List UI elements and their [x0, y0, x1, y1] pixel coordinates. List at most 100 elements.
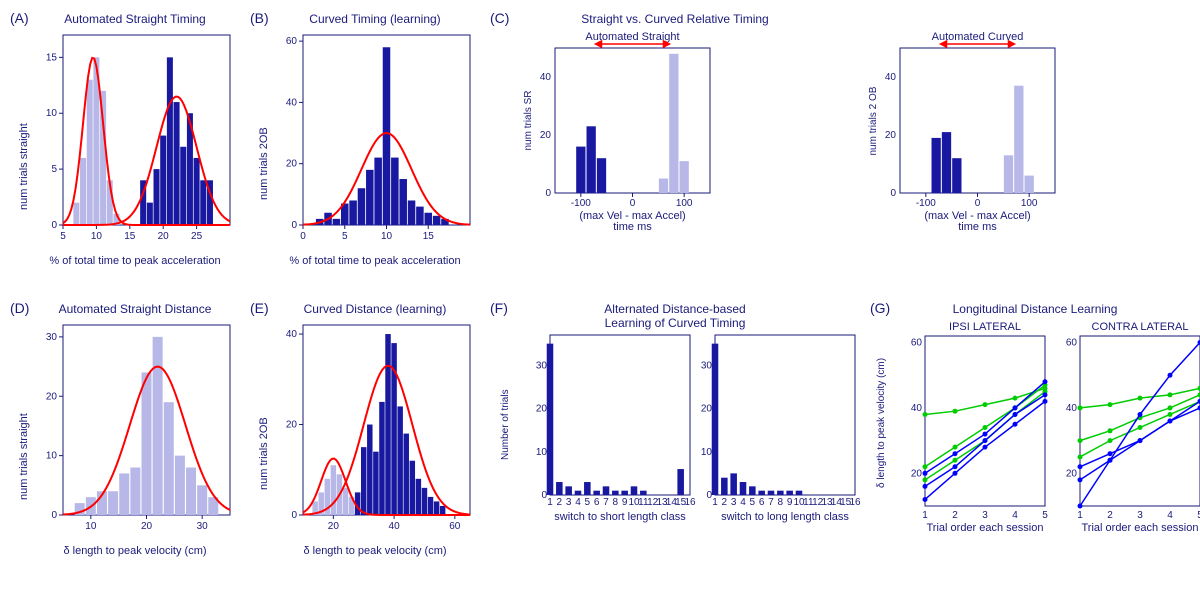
svg-text:4: 4 — [1167, 510, 1173, 521]
svg-text:4: 4 — [575, 497, 581, 508]
panel-C-right-ext: Automated Curved-100010002040(max Vel - … — [870, 10, 1200, 290]
svg-text:3: 3 — [1137, 510, 1143, 521]
svg-text:0: 0 — [51, 220, 57, 231]
svg-text:10: 10 — [381, 231, 393, 242]
title-B: Curved Timing (learning) — [260, 12, 490, 26]
svg-text:3: 3 — [566, 497, 572, 508]
svg-text:3: 3 — [731, 497, 737, 508]
svg-text:20: 20 — [885, 130, 897, 141]
svg-text:5: 5 — [60, 231, 66, 242]
svg-text:15: 15 — [423, 231, 435, 242]
ylabel-A: num trials straight — [18, 123, 30, 210]
svg-text:3: 3 — [982, 510, 988, 521]
svg-text:9: 9 — [622, 497, 628, 508]
svg-text:5: 5 — [51, 164, 57, 175]
svg-text:8: 8 — [778, 497, 784, 508]
title-A: Automated Straight Timing — [20, 12, 250, 26]
svg-text:40: 40 — [1066, 403, 1078, 414]
panel-G: (G) Longitudinal Distance Learning IPSI … — [870, 300, 1200, 580]
svg-text:switch to short length class: switch to short length class — [554, 511, 686, 523]
panel-D: (D) Automated Straight Distance num tria… — [10, 300, 240, 580]
panel-E: (E) Curved Distance (learning) num trial… — [250, 300, 480, 580]
svg-text:IPSI LATERAL: IPSI LATERAL — [949, 321, 1021, 333]
svg-text:10: 10 — [536, 447, 548, 458]
title-C: Straight vs. Curved Relative Timing — [490, 12, 860, 26]
svg-text:Number of trials: Number of trials — [500, 389, 511, 460]
panel-C: (C) Straight vs. Curved Relative Timing … — [490, 10, 860, 290]
svg-text:0: 0 — [890, 188, 896, 199]
svg-text:15: 15 — [124, 231, 136, 242]
svg-text:10: 10 — [701, 447, 713, 458]
title-E: Curved Distance (learning) — [260, 302, 490, 316]
svg-text:0: 0 — [545, 188, 551, 199]
chart-C: Automated Straight-100010002040(max Vel … — [490, 28, 860, 268]
svg-text:6: 6 — [594, 497, 600, 508]
svg-text:5: 5 — [585, 497, 591, 508]
panel-F: (F) Alternated Distance-based Learning o… — [490, 300, 860, 580]
svg-text:20: 20 — [328, 521, 340, 532]
svg-text:-100: -100 — [571, 198, 591, 209]
ylabel-E: num trials 2OB — [258, 417, 270, 490]
svg-text:10: 10 — [85, 521, 97, 532]
svg-text:5: 5 — [342, 231, 348, 242]
svg-text:60: 60 — [911, 338, 923, 349]
svg-text:Trial order each session: Trial order each session — [1082, 522, 1199, 534]
ylabel-D: num trials straight — [18, 413, 30, 500]
svg-text:40: 40 — [389, 521, 401, 532]
svg-text:1: 1 — [712, 497, 718, 508]
chart-E: 20406002040 — [275, 320, 475, 540]
svg-text:4: 4 — [1012, 510, 1018, 521]
svg-text:7: 7 — [603, 497, 609, 508]
svg-text:num trials 2 OB: num trials 2 OB — [868, 86, 879, 155]
svg-text:2: 2 — [952, 510, 958, 521]
chart-G: IPSI LATERAL 1 2 3 4 5 20 40 60 Trial order each … — [870, 318, 1200, 558]
svg-text:time ms: time ms — [958, 221, 997, 233]
svg-text:9: 9 — [787, 497, 793, 508]
svg-text:1: 1 — [922, 510, 928, 521]
svg-text:5: 5 — [750, 497, 756, 508]
svg-text:20: 20 — [540, 130, 552, 141]
svg-text:2: 2 — [722, 497, 728, 508]
svg-text:Trial order each session: Trial order each session — [927, 522, 1044, 534]
svg-text:0: 0 — [51, 510, 57, 521]
chart-D: 1020300102030 — [35, 320, 235, 540]
svg-text:10: 10 — [91, 231, 103, 242]
svg-text:5: 5 — [1042, 510, 1048, 521]
svg-text:25: 25 — [191, 231, 203, 242]
ylabel-B: num trials 2OB — [258, 127, 270, 200]
xlabel-D: δ length to peak velocity (cm) — [35, 545, 235, 557]
svg-text:20: 20 — [911, 468, 923, 479]
panel-A: (A) Automated Straight Timing num trials… — [10, 10, 240, 290]
panel-B: (B) Curved Timing (learning) num trials … — [250, 10, 480, 290]
svg-text:30: 30 — [536, 360, 548, 371]
svg-text:0: 0 — [975, 198, 981, 209]
svg-text:num trials SR: num trials SR — [523, 90, 534, 150]
svg-text:10: 10 — [46, 108, 58, 119]
svg-text:time ms: time ms — [613, 221, 652, 233]
svg-text:40: 40 — [540, 72, 552, 83]
svg-text:4: 4 — [740, 497, 746, 508]
svg-text:30: 30 — [197, 521, 209, 532]
svg-text:10: 10 — [46, 451, 58, 462]
svg-text:16: 16 — [849, 497, 861, 508]
svg-text:8: 8 — [613, 497, 619, 508]
title-D: Automated Straight Distance — [20, 302, 250, 316]
svg-text:1: 1 — [547, 497, 553, 508]
svg-text:0: 0 — [541, 490, 547, 501]
xlabel-E: δ length to peak velocity (cm) — [275, 545, 475, 557]
title-F: Alternated Distance-based Learning of Cu… — [490, 302, 860, 330]
svg-text:20: 20 — [701, 404, 713, 415]
svg-text:30: 30 — [701, 360, 713, 371]
xlabel-A: % of total time to peak acceleration — [35, 255, 235, 267]
chart-A: 510152025051015 — [35, 30, 235, 250]
svg-text:60: 60 — [286, 36, 298, 47]
svg-text:15: 15 — [46, 52, 58, 63]
svg-text:δ length to peak velocity (cm): δ length to peak velocity (cm) — [876, 358, 887, 488]
svg-text:60: 60 — [449, 521, 461, 532]
svg-text:20: 20 — [536, 404, 548, 415]
svg-text:0: 0 — [300, 231, 306, 242]
svg-text:100: 100 — [1021, 198, 1038, 209]
svg-text:7: 7 — [768, 497, 774, 508]
svg-text:20: 20 — [286, 159, 298, 170]
svg-text:-100: -100 — [916, 198, 936, 209]
